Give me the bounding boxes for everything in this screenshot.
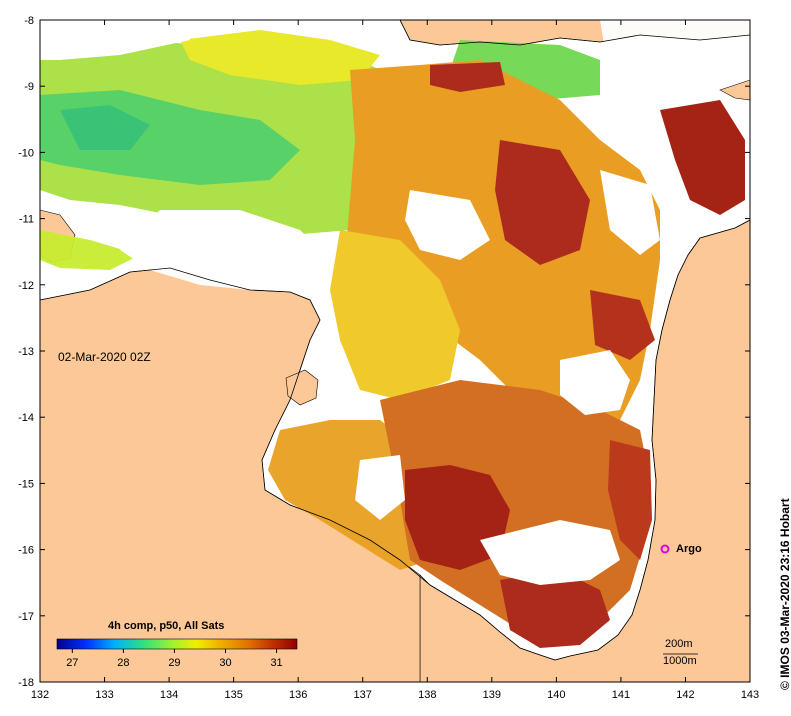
y-tick-label: -14 xyxy=(18,412,34,424)
scale-label-1000m: 1000m xyxy=(663,655,697,667)
y-tick-label: -8 xyxy=(24,15,34,27)
y-tick-label: -16 xyxy=(18,545,34,557)
y-tick-label: -15 xyxy=(18,478,34,490)
x-tick-label: 132 xyxy=(31,689,49,701)
colorbar-title: 4h comp, p50, All Sats xyxy=(108,620,225,632)
x-tick-label: 137 xyxy=(354,689,372,701)
x-tick-label: 143 xyxy=(741,689,759,701)
y-tick-label: -11 xyxy=(19,214,34,226)
colorbar-tick-label: 28 xyxy=(117,657,129,669)
y-tick-label: -9 xyxy=(24,81,34,93)
x-tick-label: 142 xyxy=(676,689,694,701)
colorbar xyxy=(56,638,298,650)
coastline xyxy=(39,19,751,661)
x-tick-label: 136 xyxy=(289,689,307,701)
x-tick-label: 133 xyxy=(95,689,113,701)
y-axis: -8 -9 -10 -11 -12 -13 -14 -15 -16 -17 -18 xyxy=(18,15,750,689)
x-tick-label: 138 xyxy=(418,689,436,701)
datestamp: 02-Mar-2020 02Z xyxy=(58,350,151,364)
y-tick-label: -13 xyxy=(18,346,34,358)
argo-label: Argo xyxy=(676,543,702,555)
colorbar-tick-label: 30 xyxy=(219,657,231,669)
scale-label-200m: 200m xyxy=(665,638,693,650)
colorbar-ticks: 27 28 29 30 31 xyxy=(66,649,283,669)
x-axis: 132 133 134 135 136 137 138 139 140 141 142 143 xyxy=(31,20,759,701)
colorbar-tick-label: 29 xyxy=(168,657,180,669)
y-tick-label: -17 xyxy=(18,611,34,623)
y-tick-label: -18 xyxy=(18,677,34,689)
y-tick-label: -12 xyxy=(18,280,34,292)
groote-eylandt xyxy=(285,369,319,406)
x-tick-label: 134 xyxy=(160,689,178,701)
x-tick-label: 140 xyxy=(547,689,565,701)
credit-label: IMOS 03-Mar-2020 23:16 Hobart xyxy=(778,498,791,678)
sst-field xyxy=(40,20,750,648)
argo-marker xyxy=(660,544,670,554)
credit-text: © IMOS 03-Mar-2020 23:16 Hobart xyxy=(778,498,791,690)
colorbar-tick-label: 27 xyxy=(66,657,78,669)
copyright-icon: © xyxy=(778,681,791,690)
x-tick-label: 141 xyxy=(612,689,630,701)
colorbar-tick-label: 31 xyxy=(270,657,282,669)
x-tick-label: 135 xyxy=(224,689,242,701)
y-tick-label: -10 xyxy=(18,147,34,159)
x-tick-label: 139 xyxy=(483,689,501,701)
